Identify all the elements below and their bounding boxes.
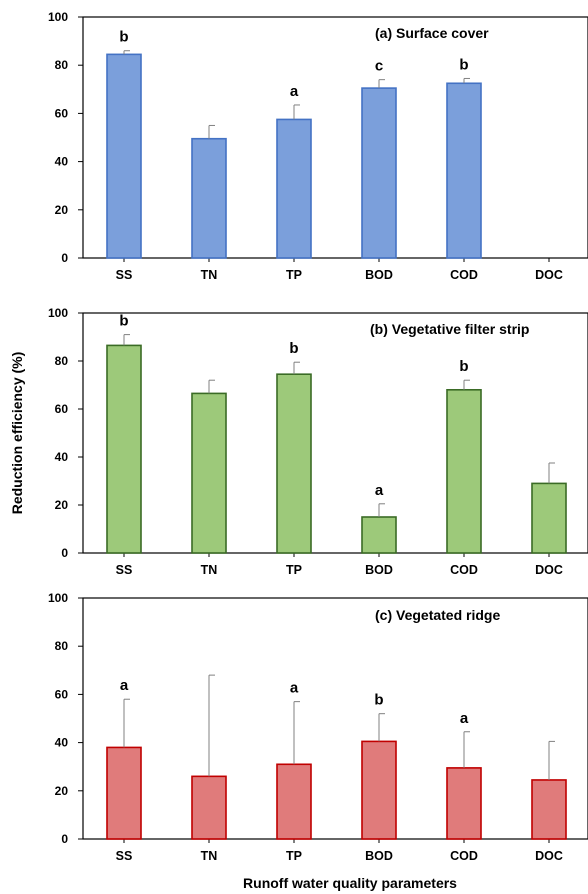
bar-tn bbox=[191, 392, 227, 554]
y-tick-label: 60 bbox=[55, 106, 69, 120]
significance-letter: b bbox=[374, 692, 383, 709]
significance-letter: b bbox=[119, 313, 128, 330]
significance-letter: a bbox=[375, 482, 384, 499]
bar-bod bbox=[361, 87, 397, 259]
bar-cod bbox=[446, 82, 482, 259]
category-label: TP bbox=[286, 849, 302, 863]
category-label: TN bbox=[201, 849, 218, 863]
bar-tn bbox=[191, 775, 227, 840]
category-label: TN bbox=[201, 268, 218, 282]
bar-doc bbox=[531, 482, 567, 554]
significance-letter: a bbox=[290, 680, 299, 697]
y-tick-label: 20 bbox=[55, 498, 69, 512]
bar-bod bbox=[361, 516, 397, 554]
y-tick-label: 100 bbox=[48, 306, 68, 320]
y-tick-label: 100 bbox=[48, 10, 68, 24]
significance-letter: a bbox=[290, 83, 299, 100]
bar-ss bbox=[106, 344, 142, 554]
category-label: COD bbox=[450, 563, 478, 577]
significance-letter: b bbox=[459, 56, 468, 73]
category-label: TP bbox=[286, 563, 302, 577]
y-tick-label: 60 bbox=[55, 687, 69, 701]
category-label: BOD bbox=[365, 268, 393, 282]
category-label: DOC bbox=[535, 563, 563, 577]
y-tick-label: 20 bbox=[55, 203, 69, 217]
chart-panel-2: 0 20 40 60 80 100 SS TN TP BOD COD DOC b b a b (b) Veget… bbox=[48, 306, 588, 577]
bar-ss bbox=[106, 746, 142, 840]
chart-panel-1: 0 20 40 60 80 100 SS TN TP BOD COD DOC b a c b (a) Surfa… bbox=[48, 10, 588, 282]
bar-tp bbox=[276, 373, 312, 554]
plot-frame bbox=[82, 597, 588, 840]
y-tick-label: 40 bbox=[55, 450, 69, 464]
bar-tp bbox=[276, 763, 312, 840]
category-label: BOD bbox=[365, 563, 393, 577]
category-label: SS bbox=[116, 268, 133, 282]
plot-frame bbox=[82, 16, 588, 259]
y-tick-label: 100 bbox=[48, 591, 68, 605]
y-tick-label: 40 bbox=[55, 155, 69, 169]
category-label: TP bbox=[286, 268, 302, 282]
y-tick-label: 60 bbox=[55, 402, 69, 416]
y-tick-label: 80 bbox=[55, 639, 69, 653]
significance-letter: a bbox=[460, 710, 469, 727]
category-label: BOD bbox=[365, 849, 393, 863]
bar-ss bbox=[106, 53, 142, 259]
category-label: DOC bbox=[535, 268, 563, 282]
category-label: COD bbox=[450, 268, 478, 282]
bar-cod bbox=[446, 388, 482, 554]
bar-bod bbox=[361, 740, 397, 840]
bar-cod bbox=[446, 767, 482, 840]
significance-letter: b bbox=[119, 29, 128, 46]
panel-title: (b) Vegetative filter strip bbox=[370, 321, 529, 337]
significance-letter: a bbox=[120, 677, 129, 694]
category-label: COD bbox=[450, 849, 478, 863]
significance-letter: b bbox=[289, 340, 298, 357]
significance-letter: b bbox=[459, 358, 468, 375]
x-axis-label: Runoff water quality parameters bbox=[243, 875, 457, 891]
category-label: TN bbox=[201, 563, 218, 577]
plot-frame bbox=[82, 312, 588, 554]
chart-panel-3: 0 20 40 60 80 100 SS TN TP BOD COD DOC a a b a (c) Veget… bbox=[48, 591, 588, 863]
y-tick-label: 20 bbox=[55, 784, 69, 798]
y-tick-label: 0 bbox=[61, 251, 68, 265]
y-tick-label: 80 bbox=[55, 354, 69, 368]
panel-title: (a) Surface cover bbox=[375, 25, 489, 41]
category-label: SS bbox=[116, 849, 133, 863]
bar-tp bbox=[276, 118, 312, 259]
bar-doc bbox=[531, 779, 567, 840]
y-tick-label: 0 bbox=[61, 832, 68, 846]
category-label: DOC bbox=[535, 849, 563, 863]
significance-letter: c bbox=[375, 58, 383, 75]
category-label: SS bbox=[116, 563, 133, 577]
panel-title: (c) Vegetated ridge bbox=[375, 607, 500, 623]
y-tick-label: 0 bbox=[61, 546, 68, 560]
y-tick-label: 40 bbox=[55, 736, 69, 750]
y-axis-label: Reduction efficiency (%) bbox=[9, 352, 25, 515]
bar-tn bbox=[191, 137, 227, 259]
y-tick-label: 80 bbox=[55, 58, 69, 72]
